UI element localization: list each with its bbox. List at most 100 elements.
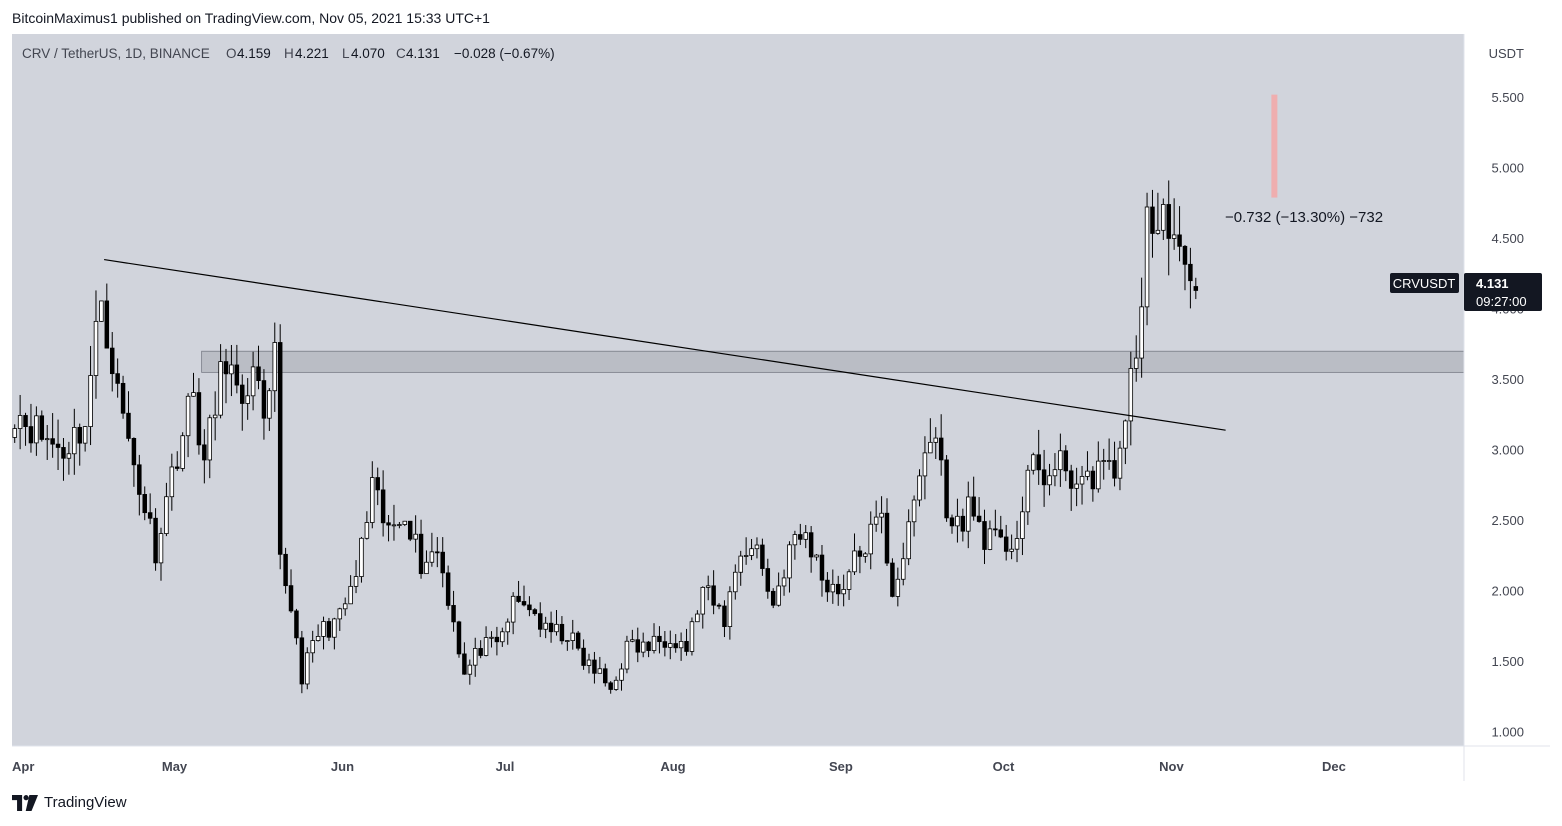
candle[interactable] xyxy=(218,344,223,419)
candle[interactable] xyxy=(467,659,473,685)
candle[interactable] xyxy=(267,388,272,431)
candle[interactable] xyxy=(1177,206,1182,262)
candle[interactable] xyxy=(944,455,949,522)
candle[interactable] xyxy=(1096,441,1101,493)
candle[interactable] xyxy=(521,585,527,607)
candle[interactable] xyxy=(1144,192,1150,326)
candle[interactable] xyxy=(99,300,104,322)
chart-frame[interactable]: CRV / TetherUS, 1D, BINANCE O 4.159 H 4.… xyxy=(12,34,1550,781)
candle[interactable] xyxy=(391,504,397,541)
candle[interactable] xyxy=(798,523,803,545)
candle[interactable] xyxy=(987,520,993,551)
candle[interactable] xyxy=(548,611,554,643)
candle[interactable] xyxy=(1074,467,1079,507)
candle[interactable] xyxy=(440,537,445,588)
candle[interactable] xyxy=(998,515,1004,539)
candle[interactable] xyxy=(77,423,82,466)
candle[interactable] xyxy=(1003,524,1009,561)
candle[interactable] xyxy=(565,640,570,651)
candle[interactable] xyxy=(370,461,375,529)
candle[interactable] xyxy=(1182,245,1188,291)
candle[interactable] xyxy=(397,521,402,529)
candle[interactable] xyxy=(868,511,873,570)
candle[interactable] xyxy=(933,427,938,460)
candle[interactable] xyxy=(640,632,646,658)
candle[interactable] xyxy=(1171,198,1177,250)
candle[interactable] xyxy=(630,629,635,643)
candle[interactable] xyxy=(884,498,890,566)
candle[interactable] xyxy=(532,608,538,616)
candle[interactable] xyxy=(364,511,370,540)
candle[interactable] xyxy=(787,541,792,593)
candle[interactable] xyxy=(841,574,846,607)
candle[interactable] xyxy=(863,551,868,563)
candle[interactable] xyxy=(169,453,175,511)
candle[interactable] xyxy=(743,537,749,565)
candle[interactable] xyxy=(830,569,836,604)
candle[interactable] xyxy=(310,630,315,663)
candle[interactable] xyxy=(960,508,966,542)
candle[interactable] xyxy=(586,653,592,674)
candle[interactable] xyxy=(196,378,202,455)
candle[interactable] xyxy=(1041,449,1047,507)
candle[interactable] xyxy=(554,610,559,636)
candle[interactable] xyxy=(803,525,808,549)
candle[interactable] xyxy=(1047,463,1052,496)
candle[interactable] xyxy=(603,663,608,687)
candle[interactable] xyxy=(581,639,586,670)
candle[interactable] xyxy=(429,532,435,567)
candle[interactable] xyxy=(61,437,66,481)
candle[interactable] xyxy=(424,550,429,575)
candle[interactable] xyxy=(857,545,863,574)
candle[interactable] xyxy=(814,554,819,561)
candle[interactable] xyxy=(72,408,77,475)
candle[interactable] xyxy=(212,391,218,441)
candle[interactable] xyxy=(792,530,798,560)
candle[interactable] xyxy=(668,630,673,660)
candle[interactable] xyxy=(337,607,343,631)
candle[interactable] xyxy=(82,426,88,452)
candle[interactable] xyxy=(1014,520,1020,563)
candle[interactable] xyxy=(315,624,321,642)
candle[interactable] xyxy=(115,358,120,398)
candle[interactable] xyxy=(559,616,565,645)
candle[interactable] xyxy=(646,640,651,658)
candle[interactable] xyxy=(288,569,294,613)
candle[interactable] xyxy=(538,602,543,638)
candle[interactable] xyxy=(55,419,61,470)
candle[interactable] xyxy=(781,569,787,596)
candle[interactable] xyxy=(407,520,413,542)
candle[interactable] xyxy=(613,676,619,691)
candle[interactable] xyxy=(938,414,944,476)
candle[interactable] xyxy=(890,558,895,598)
candle[interactable] xyxy=(852,533,857,575)
candle[interactable] xyxy=(651,623,657,654)
candle[interactable] xyxy=(462,642,467,675)
candle[interactable] xyxy=(34,406,39,456)
candle[interactable] xyxy=(175,451,180,471)
candle[interactable] xyxy=(50,413,55,458)
candle[interactable] xyxy=(971,476,976,521)
candle[interactable] xyxy=(657,626,662,654)
candle[interactable] xyxy=(901,542,906,586)
candle[interactable] xyxy=(472,637,478,677)
candle[interactable] xyxy=(1036,429,1041,485)
candle[interactable] xyxy=(1139,277,1144,378)
candle[interactable] xyxy=(1052,453,1058,487)
candle[interactable] xyxy=(575,630,581,651)
candle[interactable] xyxy=(131,437,137,487)
candle[interactable] xyxy=(1058,433,1063,487)
candle[interactable] xyxy=(489,631,494,648)
candle[interactable] xyxy=(966,481,971,549)
candle[interactable] xyxy=(23,412,28,446)
candle[interactable] xyxy=(180,432,185,472)
candle[interactable] xyxy=(689,617,695,656)
candle[interactable] xyxy=(126,391,131,442)
candle[interactable] xyxy=(451,590,456,632)
candle[interactable] xyxy=(722,600,727,638)
candle[interactable] xyxy=(1090,466,1096,502)
candle[interactable] xyxy=(500,627,505,647)
candle[interactable] xyxy=(505,618,510,645)
candle[interactable] xyxy=(695,610,700,623)
candle[interactable] xyxy=(776,572,781,607)
